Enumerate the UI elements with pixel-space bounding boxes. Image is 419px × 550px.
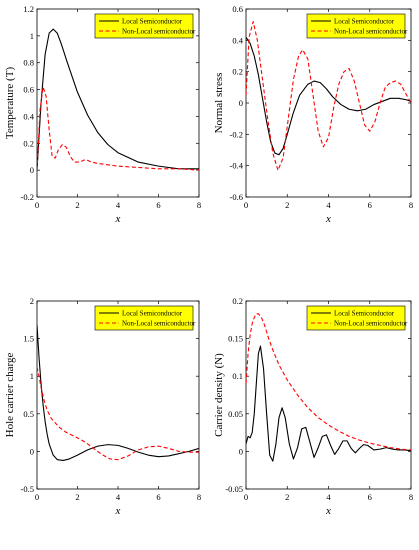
legend-box [306,13,406,39]
x-axis-label: x [115,505,121,517]
x-tick-label: 6 [156,200,160,210]
x-tick-label: 4 [116,492,121,502]
x-tick-label: 4 [116,200,121,210]
series-line-local [37,325,199,461]
legend-entry: Local Semiconductor [334,310,395,318]
legend-box [94,13,194,39]
legend-box [94,305,194,331]
series-line-nonlocal [246,20,411,171]
legend: Local Semiconductor Non-Local semiconduct… [94,13,196,39]
x-axis-label: x [325,505,331,517]
y-tick-label: 0.1 [232,371,243,381]
y-axis-label: Temperature (T) [4,67,16,140]
legend-entry: Non-Local semiconductor [334,320,408,328]
y-tick-label: 0.4 [232,35,243,45]
y-axis-label: Carrier density (N) [213,353,225,437]
y-tick-label: 1.2 [23,4,34,14]
y-tick-label: 0.6 [232,4,243,14]
x-tick-label: 6 [368,200,372,210]
legend-entry: Local Semiconductor [122,18,183,26]
y-tick-label: 0.4 [23,111,34,121]
y-tick-label: 0.05 [228,409,243,419]
y-tick-label: -0.2 [21,192,34,202]
x-tick-label: 8 [197,200,201,210]
y-tick-label: 1.5 [23,334,34,344]
legend: Local Semiconductor Non-Local semiconduct… [94,305,196,331]
chart-panel-2: 0 2 4 6 8 -0.6 -0.4 -0.2 0 0.2 0.4 0.6 x Normal stres… [213,4,413,225]
y-tick-label: 2 [30,296,34,306]
y-axis-label: Normal stress [213,73,225,134]
y-tick-label: 1 [30,31,34,41]
legend-entry: Non-Local semiconductor [122,28,196,36]
y-tick-label: 0 [239,98,243,108]
legend-box [306,305,406,331]
y-tick-label: 0.2 [232,67,243,77]
y-tick-label: 0.5 [23,409,34,419]
x-tick-label: 2 [75,492,79,502]
series-line-local [37,28,199,171]
y-tick-label: 0 [30,446,34,456]
x-tick-label: 8 [197,492,201,502]
x-tick-label: 2 [75,200,79,210]
legend: Local Semiconductor Non-Local semiconduct… [306,305,408,331]
y-tick-label: 0.15 [228,334,243,344]
x-tick-label: 8 [409,492,413,502]
x-tick-label: 6 [368,492,372,502]
x-tick-label: 4 [326,492,331,502]
y-tick-label: 0 [30,165,34,175]
legend: Local Semiconductor Non-Local semiconduct… [306,13,408,39]
y-tick-label: 0.2 [23,138,34,148]
legend-entry: Local Semiconductor [334,18,395,26]
legend-entry: Local Semiconductor [122,310,183,318]
series-line-local [246,345,411,462]
series-line-nonlocal [37,86,199,171]
legend-entry: Non-Local semiconductor [334,28,408,36]
x-tick-label: 0 [35,492,39,502]
y-tick-label: 0 [239,446,243,456]
x-tick-label: 4 [326,200,331,210]
y-axis-label: Hole carrier charge [4,353,16,438]
x-tick-label: 0 [244,492,248,502]
series-line-nonlocal [246,313,411,451]
x-tick-label: 2 [285,492,289,502]
y-tick-label: -0.4 [230,161,244,171]
x-axis-label: x [325,213,331,225]
x-tick-label: 2 [285,200,289,210]
y-tick-label: -0.5 [21,484,34,494]
y-tick-label: 0.6 [23,85,34,95]
y-tick-label: 1 [30,371,34,381]
y-tick-label: -0.2 [230,129,243,139]
legend-entry: Non-Local semiconductor [122,320,196,328]
y-tick-label: -0.6 [230,192,243,202]
series-line-nonlocal [37,367,199,461]
y-tick-label: -0.05 [225,484,243,494]
x-axis-label: x [115,213,121,225]
x-tick-label: 0 [244,200,248,210]
y-tick-label: 0.2 [232,296,243,306]
x-tick-label: 6 [156,492,160,502]
y-tick-label: 0.8 [23,58,34,68]
x-tick-label: 8 [409,200,413,210]
x-tick-label: 0 [35,200,39,210]
